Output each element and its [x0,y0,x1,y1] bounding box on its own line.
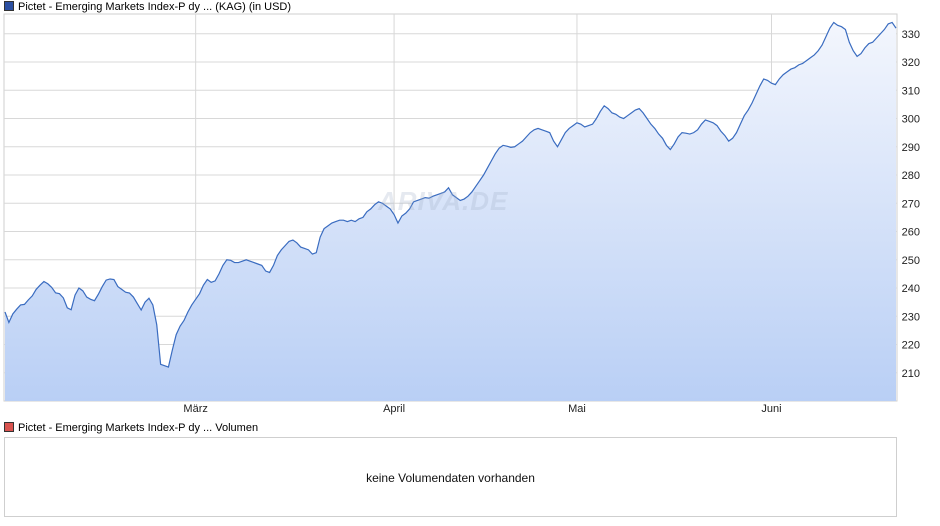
watermark-logo: ARIVA.DE [378,186,509,216]
price-area [5,22,896,401]
y-tick-label: 300 [902,114,920,126]
y-tick-label: 290 [902,142,920,154]
y-tick-label: 320 [902,57,920,69]
x-tick-label: Juni [761,403,781,415]
price-legend-label: Pictet - Emerging Markets Index-P dy ...… [18,1,292,13]
y-tick-label: 230 [902,311,920,323]
y-tick-label: 240 [902,283,920,295]
no-volume-message: keine Volumendaten vorhanden [366,471,535,485]
y-tick-label: 220 [902,340,920,352]
volume-legend-label: Pictet - Emerging Markets Index-P dy ...… [18,422,259,434]
price-legend: Pictet - Emerging Markets Index-P dy ...… [4,0,291,14]
volume-legend-swatch [4,422,14,433]
price-chart[interactable]: 210220230240250260270280290300310320330 … [0,0,940,420]
y-tick-label: 260 [902,227,920,239]
volume-legend: Pictet - Emerging Markets Index-P dy ...… [4,421,258,435]
x-axis-ticks: MärzAprilMaiJuniJuliAug.Sep.Okt.Nov.Dez.… [183,403,781,415]
x-tick-label: März [183,403,207,415]
volume-panel: keine Volumendaten vorhanden [4,437,897,517]
y-tick-label: 310 [902,85,920,97]
y-tick-label: 270 [902,198,920,210]
y-axis-ticks: 210 220 230 240 250 260 270 280 290 300 310 320 330 [902,29,920,380]
x-tick-label: April [383,403,405,415]
y-tick-label: 250 [902,255,920,267]
price-legend-swatch [4,1,14,12]
y-tick-label: 330 [902,29,920,41]
y-tick-label: 280 [902,170,920,182]
price-line[interactable] [4,21,897,368]
x-tick-label: Mai [568,403,586,415]
y-tick-label: 210 [902,368,920,380]
